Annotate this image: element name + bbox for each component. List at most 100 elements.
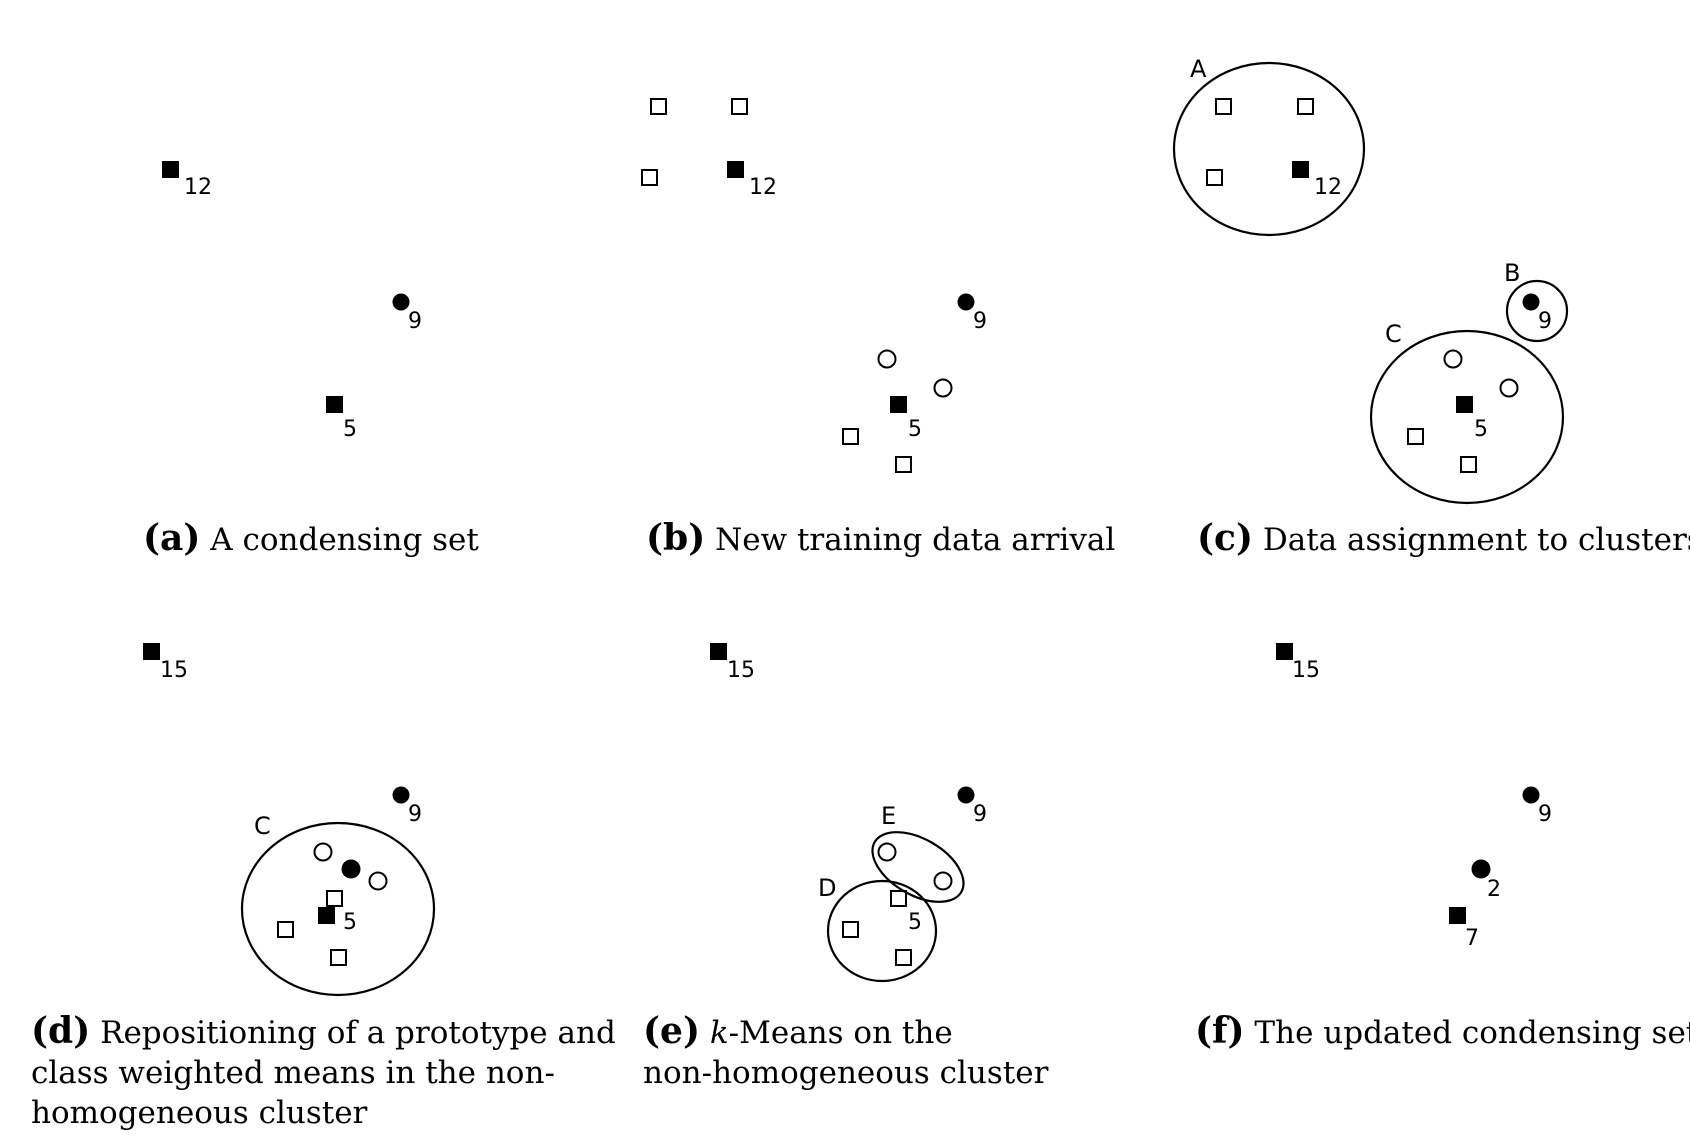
prototype-label: 5 [343, 910, 357, 935]
filled-circle-prototype [957, 293, 975, 311]
filled-square-prototype [143, 643, 160, 660]
panel-c: A 12 B 9 C 5 [1172, 55, 1569, 505]
filled-square-prototype [710, 643, 727, 660]
cluster-a-ellipse [1172, 61, 1366, 237]
cluster-d-ellipse [826, 879, 938, 983]
prototype-label: 2 [1487, 877, 1501, 902]
prototype-label: 5 [1474, 417, 1488, 442]
hollow-circle-sample [1443, 349, 1463, 369]
hollow-square-sample [1206, 169, 1223, 186]
caption-text: -Means on the [728, 1015, 953, 1051]
hollow-circle-sample [933, 871, 953, 891]
prototype-label: 7 [1465, 926, 1479, 951]
caption-text: New training data arrival [715, 522, 1116, 558]
prototype-label: 5 [908, 417, 922, 442]
prototype-label: 9 [408, 802, 422, 827]
hollow-square-sample [330, 949, 347, 966]
cluster-b-circle [1505, 279, 1569, 343]
filled-square-prototype [727, 161, 744, 178]
cluster-label-e: E [881, 802, 896, 830]
caption-b: (b) New training data arrival [646, 518, 1115, 560]
cluster-c-ellipse [240, 821, 436, 997]
filled-circle-prototype [1522, 293, 1540, 311]
panel-a: 12 9 5 [162, 161, 422, 442]
cluster-e-ellipse [871, 831, 965, 903]
prototype-label: 12 [184, 175, 212, 200]
filled-square-prototype [326, 396, 343, 413]
hollow-square-sample [650, 98, 667, 115]
filled-square-prototype [1456, 396, 1473, 413]
caption-tag: (f) [1195, 1010, 1245, 1052]
caption-text: Repositioning of a prototype and [100, 1015, 616, 1051]
hollow-circle-sample [877, 842, 897, 862]
hollow-circle-sample [877, 349, 897, 369]
hollow-square-sample [895, 949, 912, 966]
filled-circle-prototype [957, 786, 975, 804]
caption-line: (e) k-Means on the [643, 1011, 1048, 1053]
prototype-label: 5 [343, 417, 357, 442]
caption-tag: (c) [1197, 517, 1253, 559]
caption-line: class weighted means in the non- [31, 1055, 555, 1091]
caption-text: The updated condensing set [1254, 1015, 1690, 1051]
prototype-label: 9 [973, 802, 987, 827]
filled-circle-prototype [1522, 786, 1540, 804]
prototype-label: 15 [160, 658, 188, 683]
filled-circle-moved-prototype [341, 859, 361, 879]
caption-line: non-homogeneous cluster [643, 1055, 1049, 1091]
prototype-label: 5 [908, 910, 922, 935]
hollow-square-sample [1215, 98, 1232, 115]
filled-square-prototype [1449, 907, 1466, 924]
cluster-label-a: A [1190, 55, 1207, 83]
hollow-square-sample [890, 890, 907, 907]
prototype-label: 12 [1314, 175, 1342, 200]
panel-d: 15 9 C 5 [143, 643, 436, 997]
hollow-square-sample [731, 98, 748, 115]
filled-square-prototype [1292, 161, 1309, 178]
hollow-circle-sample [313, 842, 333, 862]
hollow-square-sample [895, 456, 912, 473]
prototype-label: 12 [749, 175, 777, 200]
caption-d: (d) Repositioning of a prototype and cla… [31, 1011, 616, 1133]
cluster-label-b: B [1504, 259, 1520, 287]
prototype-label: 9 [1538, 309, 1552, 334]
caption-line: (d) Repositioning of a prototype and [31, 1011, 616, 1053]
hollow-square-sample [842, 428, 859, 445]
prototype-label: 15 [1292, 658, 1320, 683]
hollow-square-sample [1407, 428, 1424, 445]
panel-e: 15 9 E D 5 [710, 643, 987, 983]
caption-tag: (e) [643, 1010, 700, 1052]
filled-circle-prototype [392, 786, 410, 804]
cluster-c-ellipse [1369, 329, 1565, 505]
caption-text: A condensing set [210, 522, 479, 558]
caption-c: (c) Data assignment to clusters [1197, 518, 1690, 560]
caption-line: homogeneous cluster [31, 1095, 368, 1131]
prototype-label: 15 [727, 658, 755, 683]
hollow-circle-sample [368, 871, 388, 891]
hollow-square-sample [1460, 456, 1477, 473]
panel-b: 12 9 5 [641, 98, 987, 473]
filled-square-prototype [162, 161, 179, 178]
caption-tag: (b) [646, 517, 706, 559]
hollow-square-sample [326, 890, 343, 907]
caption-tag: (d) [31, 1010, 91, 1052]
panel-f: 15 9 2 7 [1276, 643, 1552, 951]
prototype-label: 9 [973, 309, 987, 334]
hollow-circle-sample [933, 378, 953, 398]
cluster-label-c: C [254, 812, 271, 840]
filled-square-prototype [1276, 643, 1293, 660]
caption-text: Data assignment to clusters [1262, 522, 1690, 558]
cluster-label-c: C [1385, 320, 1402, 348]
prototype-label: 9 [1538, 802, 1552, 827]
hollow-square-sample [1297, 98, 1314, 115]
hollow-square-sample [842, 921, 859, 938]
caption-a: (a) A condensing set [143, 518, 479, 560]
caption-tag: (a) [143, 517, 201, 559]
caption-e: (e) k-Means on the non-homogeneous clust… [643, 1011, 1048, 1093]
hollow-square-sample [641, 169, 658, 186]
filled-square-prototype [890, 396, 907, 413]
filled-circle-prototype [1471, 859, 1491, 879]
hollow-square-sample [277, 921, 294, 938]
filled-square-moved-prototype [318, 907, 335, 924]
caption-f: (f) The updated condensing set [1195, 1011, 1690, 1053]
prototype-label: 9 [408, 309, 422, 334]
